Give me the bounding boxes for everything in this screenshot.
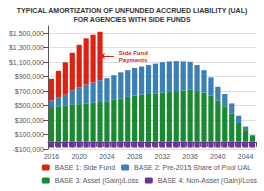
svg-text:Payments: Payments xyxy=(119,57,148,63)
svg-text:2036: 2036 xyxy=(182,153,198,160)
svg-text:BASE 2: Pre-2015 Share of Pool: BASE 2: Pre-2015 Share of Pool UAL xyxy=(134,164,251,171)
svg-text:$900,000: $900,000 xyxy=(15,73,44,80)
svg-text:FOR AGENCIES WITH SIDE FUNDS: FOR AGENCIES WITH SIDE FUNDS xyxy=(73,16,191,23)
svg-text:$300,000: $300,000 xyxy=(15,117,44,124)
svg-text:Side Fund: Side Fund xyxy=(119,50,148,56)
svg-text:2020: 2020 xyxy=(71,153,87,160)
svg-text:2016: 2016 xyxy=(44,153,60,160)
svg-text:$700,000: $700,000 xyxy=(15,88,44,95)
svg-text:$1,300,000: $1,300,000 xyxy=(9,44,44,51)
svg-text:2028: 2028 xyxy=(127,153,143,160)
svg-text:2024: 2024 xyxy=(99,153,115,160)
svg-text:2032: 2032 xyxy=(155,153,171,160)
svg-text:BASE 1: Side Fund: BASE 1: Side Fund xyxy=(55,164,115,171)
svg-text:2040: 2040 xyxy=(210,153,226,160)
svg-text:BASE 3: Asset (Gain)/Loss: BASE 3: Asset (Gain)/Loss xyxy=(55,177,139,185)
svg-text:$1,500,000: $1,500,000 xyxy=(9,30,44,37)
svg-text:$100,000: $100,000 xyxy=(15,131,44,138)
svg-text:2044: 2044 xyxy=(238,153,254,160)
svg-text:-$100,000: -$100,000 xyxy=(12,146,44,153)
svg-text:TYPICAL AMORTIZATION OF UNFUND: TYPICAL AMORTIZATION OF UNFUNDED ACCRUED… xyxy=(17,7,247,15)
svg-text:$1,100,000: $1,100,000 xyxy=(9,59,44,66)
svg-text:BASE 4: Non-Asset (Gain)/Loss: BASE 4: Non-Asset (Gain)/Loss xyxy=(158,177,258,185)
svg-text:$500,000: $500,000 xyxy=(15,102,44,109)
